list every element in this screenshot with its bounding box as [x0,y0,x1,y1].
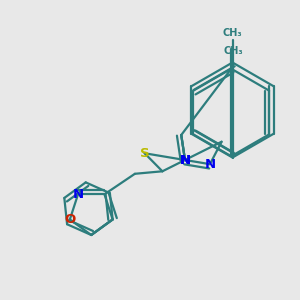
Text: CH₃: CH₃ [224,46,244,56]
Text: N: N [179,154,191,166]
Text: N: N [179,154,191,166]
Text: N: N [73,188,84,201]
Text: CH₃: CH₃ [223,28,242,38]
Text: N: N [179,154,191,166]
Text: O: O [64,213,76,226]
Text: S: S [140,147,149,160]
Text: N: N [204,158,215,171]
